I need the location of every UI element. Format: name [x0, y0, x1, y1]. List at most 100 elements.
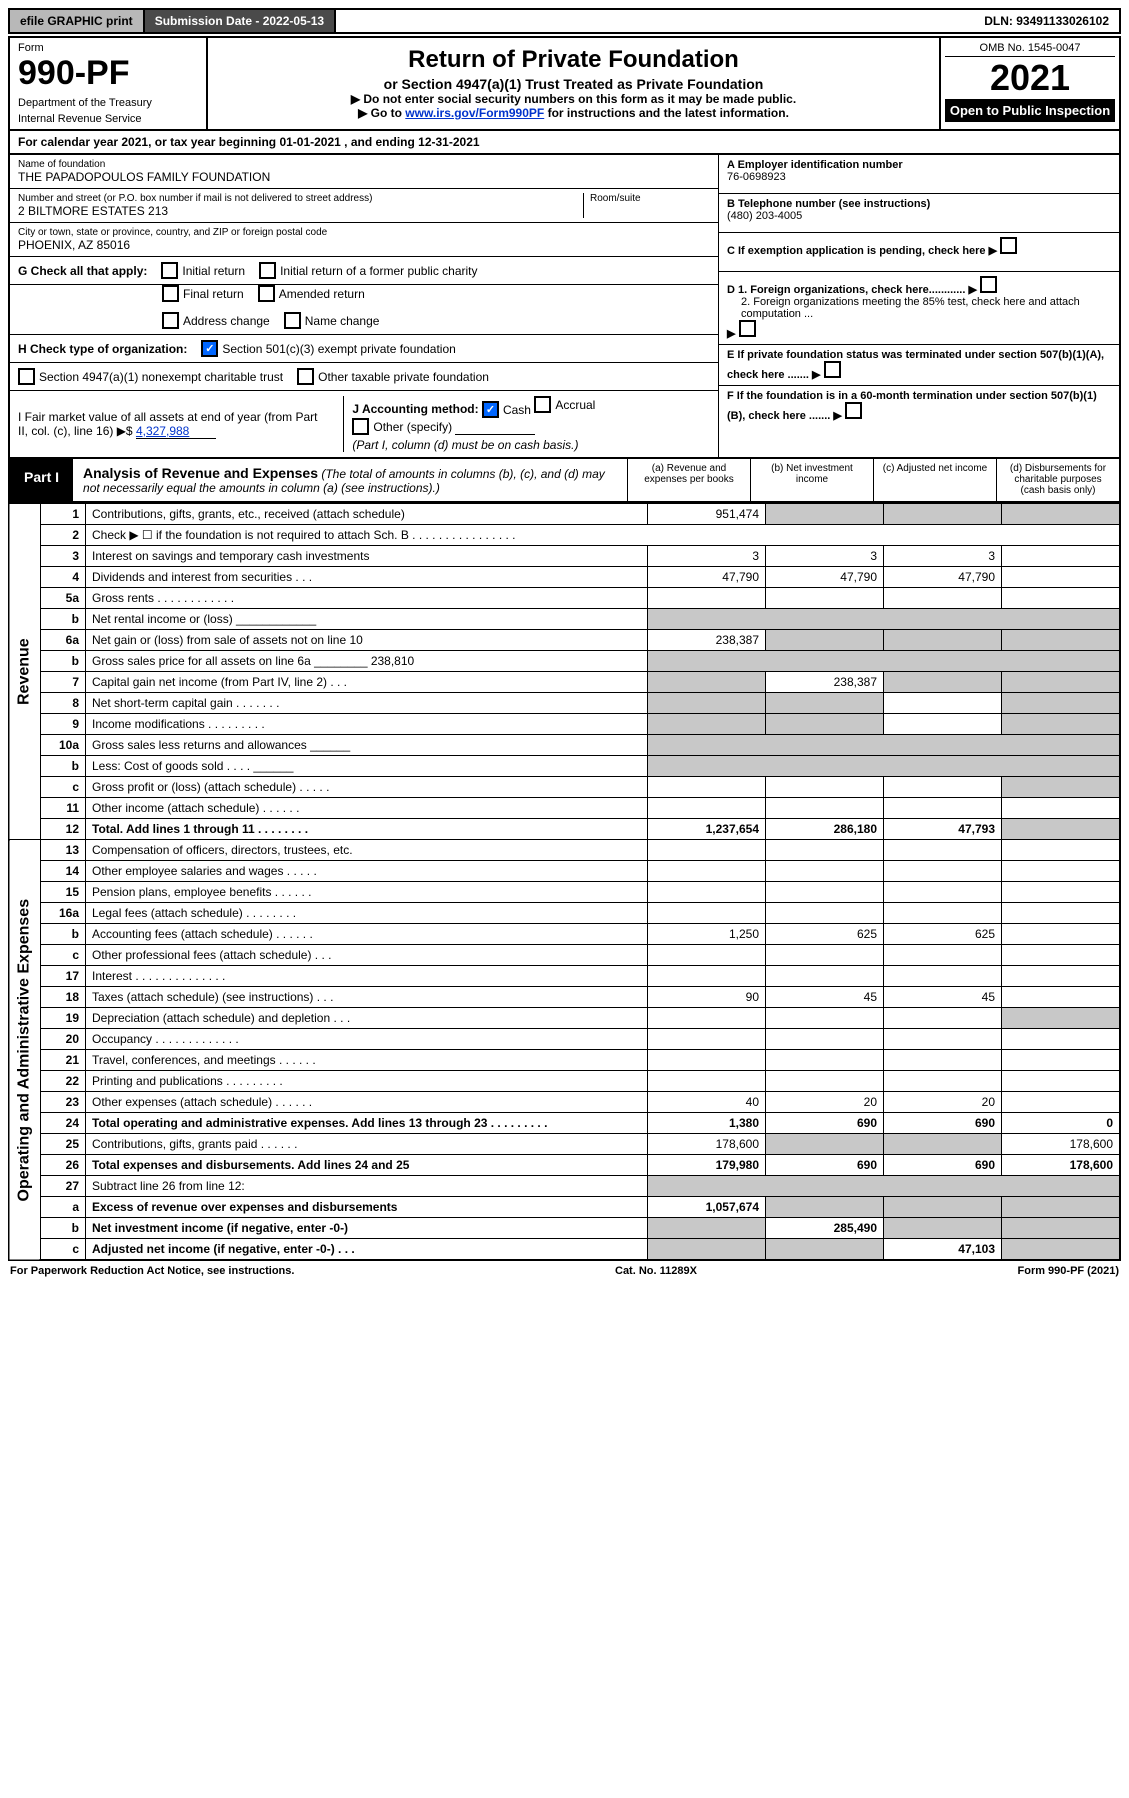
line-desc: Gross profit or (loss) (attach schedule)…: [86, 777, 648, 798]
submission-date: Submission Date - 2022-05-13: [145, 10, 336, 32]
amt-a: [648, 1029, 766, 1050]
entity-right: A Employer identification number 76-0698…: [718, 155, 1119, 457]
table-row: 4Dividends and interest from securities …: [9, 567, 1120, 588]
irs-label: Internal Revenue Service: [18, 113, 198, 125]
amt-c: [884, 588, 1002, 609]
part1-table: Revenue1Contributions, gifts, grants, et…: [8, 503, 1121, 1261]
amt-c: [884, 1197, 1002, 1218]
line-number: 22: [41, 1071, 86, 1092]
line-number: 16a: [41, 903, 86, 924]
cb-amended-return[interactable]: Amended return: [258, 285, 365, 302]
amt-b: [766, 945, 884, 966]
line-desc: Excess of revenue over expenses and disb…: [86, 1197, 648, 1218]
phone-value: (480) 203-4005: [727, 210, 802, 222]
line-desc: Legal fees (attach schedule) . . . . . .…: [86, 903, 648, 924]
line-desc: Check ▶ ☐ if the foundation is not requi…: [86, 525, 1121, 546]
cb-final-return[interactable]: Final return: [162, 285, 244, 302]
amt-c: 47,793: [884, 819, 1002, 840]
line-desc: Contributions, gifts, grants paid . . . …: [86, 1134, 648, 1155]
amt-c: 47,103: [884, 1239, 1002, 1261]
g-check-row: G Check all that apply: Initial return I…: [10, 257, 718, 285]
amt-c: 690: [884, 1113, 1002, 1134]
cb-85pct[interactable]: [739, 320, 756, 337]
foundation-name-cell: Name of foundation THE PAPADOPOULOS FAMI…: [10, 155, 718, 189]
amt-a: [648, 1218, 766, 1239]
amt-d: [1002, 1218, 1121, 1239]
line-desc: Gross sales less returns and allowances …: [86, 735, 648, 756]
irs-link[interactable]: www.irs.gov/Form990PF: [405, 106, 544, 120]
table-row: 26Total expenses and disbursements. Add …: [9, 1155, 1120, 1176]
cb-initial-former[interactable]: Initial return of a former public charit…: [259, 262, 477, 279]
cb-name-change[interactable]: Name change: [284, 312, 380, 329]
amt-d: [1002, 777, 1121, 798]
d-cell: D 1. Foreign organizations, check here..…: [719, 272, 1119, 345]
table-row: cAdjusted net income (if negative, enter…: [9, 1239, 1120, 1261]
line-number: 11: [41, 798, 86, 819]
amt-d: [1002, 819, 1121, 840]
col-c-header: (c) Adjusted net income: [873, 459, 996, 501]
amt-a: 179,980: [648, 1155, 766, 1176]
amt-a: [648, 693, 766, 714]
amt-c: [884, 966, 1002, 987]
line-desc: Occupancy . . . . . . . . . . . . .: [86, 1029, 648, 1050]
line-desc: Gross rents . . . . . . . . . . . .: [86, 588, 648, 609]
table-row: aExcess of revenue over expenses and dis…: [9, 1197, 1120, 1218]
revenue-side-label: Revenue: [9, 504, 41, 840]
amt-a: [648, 588, 766, 609]
cb-exemption-pending[interactable]: [1000, 237, 1017, 254]
line-desc: Printing and publications . . . . . . . …: [86, 1071, 648, 1092]
foundation-name: THE PAPADOPOULOS FAMILY FOUNDATION: [18, 170, 710, 184]
amt-b: [766, 714, 884, 735]
line-number: 3: [41, 546, 86, 567]
line-desc: Adjusted net income (if negative, enter …: [86, 1239, 648, 1261]
line-desc: Capital gain net income (from Part IV, l…: [86, 672, 648, 693]
amt-b: 286,180: [766, 819, 884, 840]
amt-a: 1,237,654: [648, 819, 766, 840]
amt-a: [648, 777, 766, 798]
cb-foreign-org[interactable]: [980, 276, 997, 293]
line-number: 14: [41, 861, 86, 882]
line-number: c: [41, 777, 86, 798]
amt-a: 178,600: [648, 1134, 766, 1155]
table-row: 27Subtract line 26 from line 12:: [9, 1176, 1120, 1197]
amt-c: [884, 861, 1002, 882]
cb-terminated[interactable]: [824, 361, 841, 378]
table-row: 9Income modifications . . . . . . . . .: [9, 714, 1120, 735]
cb-address-change[interactable]: Address change: [162, 312, 270, 329]
line-number: 24: [41, 1113, 86, 1134]
table-row: 22Printing and publications . . . . . . …: [9, 1071, 1120, 1092]
phone-cell: B Telephone number (see instructions) (4…: [719, 194, 1119, 233]
amt-c: [884, 903, 1002, 924]
line-desc: Other expenses (attach schedule) . . . .…: [86, 1092, 648, 1113]
line-desc: Interest on savings and temporary cash i…: [86, 546, 648, 567]
cb-accrual[interactable]: Accrual: [534, 396, 595, 413]
table-row: bGross sales price for all assets on lin…: [9, 651, 1120, 672]
line-desc: Total expenses and disbursements. Add li…: [86, 1155, 648, 1176]
amt-a: 40: [648, 1092, 766, 1113]
form-title: Return of Private Foundation: [216, 46, 931, 74]
amt-b: 47,790: [766, 567, 884, 588]
line-desc: Net short-term capital gain . . . . . . …: [86, 693, 648, 714]
table-row: 20Occupancy . . . . . . . . . . . . .: [9, 1029, 1120, 1050]
cb-501c3[interactable]: ✓Section 501(c)(3) exempt private founda…: [201, 340, 455, 357]
fmv-value[interactable]: 4,327,988: [136, 424, 216, 439]
amt-c: [884, 798, 1002, 819]
cb-60month[interactable]: [845, 402, 862, 419]
tax-year: 2021: [945, 57, 1115, 99]
cb-other-method[interactable]: Other (specify): [352, 418, 452, 435]
amt-a: 951,474: [648, 504, 766, 525]
line-desc: Net rental income or (loss) ____________: [86, 609, 648, 630]
line-number: 2: [41, 525, 86, 546]
line-number: 7: [41, 672, 86, 693]
amt-b: 625: [766, 924, 884, 945]
cb-other-taxable[interactable]: Other taxable private foundation: [297, 368, 489, 385]
cb-4947[interactable]: Section 4947(a)(1) nonexempt charitable …: [18, 368, 283, 385]
amt-c: 625: [884, 924, 1002, 945]
line-number: 18: [41, 987, 86, 1008]
line-number: c: [41, 945, 86, 966]
amt-d: [1002, 1050, 1121, 1071]
table-row: 18Taxes (attach schedule) (see instructi…: [9, 987, 1120, 1008]
cb-initial-return[interactable]: Initial return: [161, 262, 245, 279]
amt-c: [884, 1029, 1002, 1050]
cb-cash[interactable]: ✓Cash: [482, 401, 531, 418]
